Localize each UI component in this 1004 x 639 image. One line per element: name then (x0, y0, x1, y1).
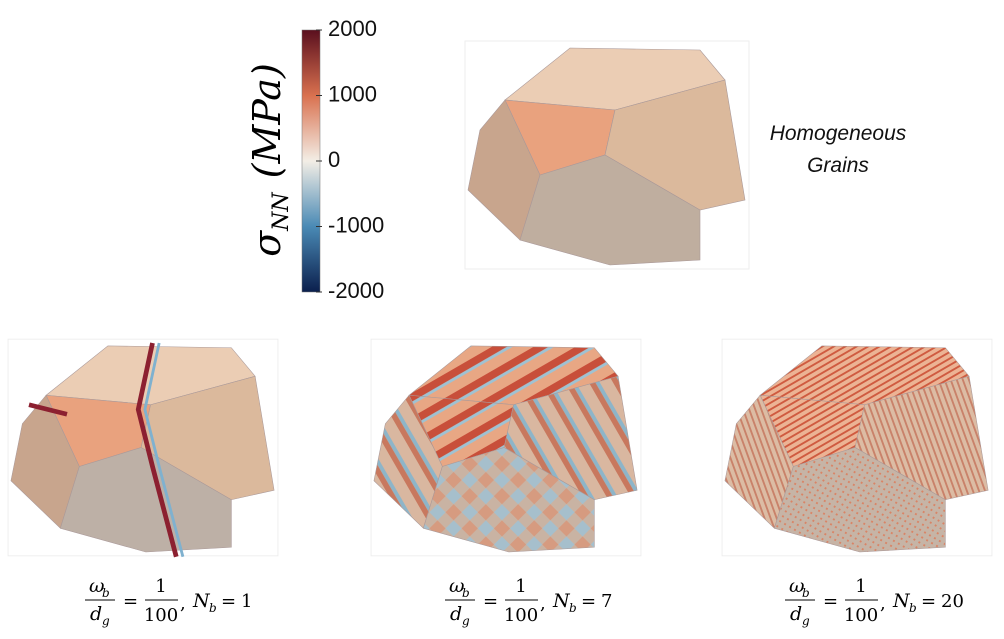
caption-text: b (209, 601, 217, 615)
label-symbol: σ (245, 230, 289, 257)
caption-text: d (450, 603, 462, 625)
label-sub: NN (269, 192, 294, 232)
caption-text: 7 (601, 591, 612, 612)
caption-text: 1 (241, 591, 252, 612)
annotation: Homogeneous (770, 122, 907, 145)
caption-text: , (180, 593, 186, 614)
caption-text: b (802, 586, 810, 600)
caption-text: 1 (155, 576, 166, 597)
caption-text: 1 (515, 576, 526, 597)
caption-text: , (880, 593, 886, 614)
caption-text: = (123, 591, 138, 612)
caption-text: g (462, 614, 470, 628)
caption-text: g (102, 614, 110, 628)
grain-panel (722, 339, 992, 556)
caption-text: d (90, 603, 102, 625)
caption-text: 100 (144, 605, 178, 626)
colorbar-label: σNN (MPa) (245, 63, 294, 257)
caption-text: 1 (855, 576, 866, 597)
caption-text: = (483, 591, 498, 612)
caption-text: 100 (504, 605, 538, 626)
tick-label: 0 (328, 147, 340, 172)
caption-text: = (823, 591, 838, 612)
tick-label: 2000 (328, 16, 377, 41)
tick-label: -2000 (328, 278, 384, 303)
figure: Homogeneous Grains 2000 1000 0 -1000 -2000 σN… (0, 0, 1004, 639)
grain-panel (8, 339, 278, 557)
caption-text: = (581, 591, 596, 612)
caption-text: 20 (941, 591, 964, 612)
caption-text: = (221, 591, 236, 612)
caption-text: , (540, 593, 546, 614)
caption-text: b (909, 601, 917, 615)
grain-panel (371, 339, 641, 556)
caption-text: = (921, 591, 936, 612)
caption-text: d (790, 603, 802, 625)
caption-text: b (462, 586, 470, 600)
annotation: Grains (807, 154, 869, 177)
label-unit: (MPa) (245, 63, 289, 178)
grain-homogeneous (465, 41, 749, 269)
tick-label: 1000 (328, 81, 377, 106)
tick-label: -1000 (328, 212, 384, 237)
caption-text: 100 (844, 605, 878, 626)
caption-text: g (802, 614, 810, 628)
caption-text: b (569, 601, 577, 615)
caption-text: b (102, 586, 110, 600)
